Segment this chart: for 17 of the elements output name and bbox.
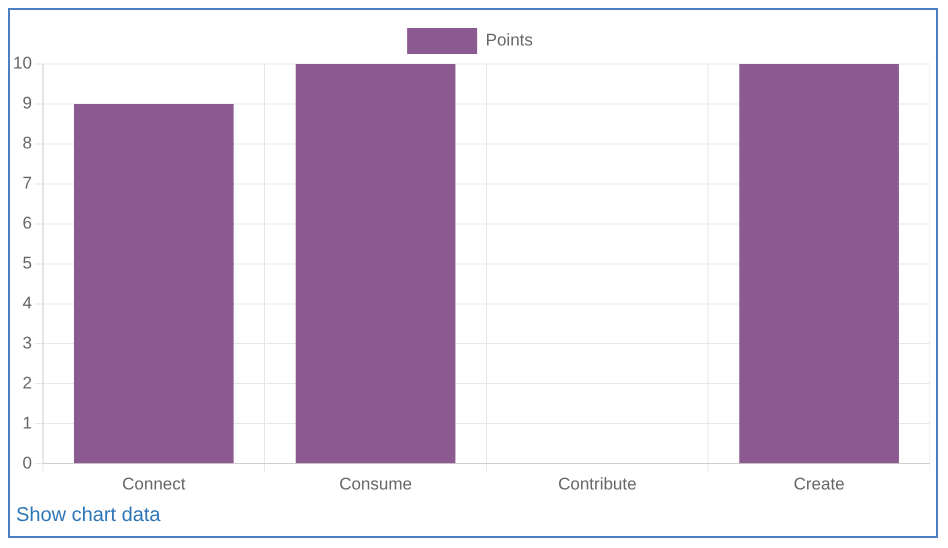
y-tick-label: 0 (22, 453, 32, 472)
legend-label: Points (486, 30, 533, 50)
y-tick-label: 1 (22, 413, 32, 432)
y-tick-label: 7 (22, 174, 32, 193)
y-tick-label: 4 (22, 293, 32, 312)
x-tick-label: Connect (122, 474, 186, 494)
x-tick-label: Contribute (558, 474, 637, 494)
x-tick-label: Consume (339, 474, 412, 494)
y-tick-label: 6 (22, 214, 32, 233)
y-tick-label: 9 (22, 94, 32, 113)
x-tick-label: Create (794, 474, 845, 494)
text: Show chart data (16, 504, 162, 527)
y-tick-label: 2 (22, 373, 32, 392)
y-tick-label: 3 (22, 333, 32, 352)
y-tick-label: 5 (22, 253, 32, 272)
y-tick-label: 8 (22, 134, 32, 153)
y-tick-label: 10 (12, 54, 32, 73)
